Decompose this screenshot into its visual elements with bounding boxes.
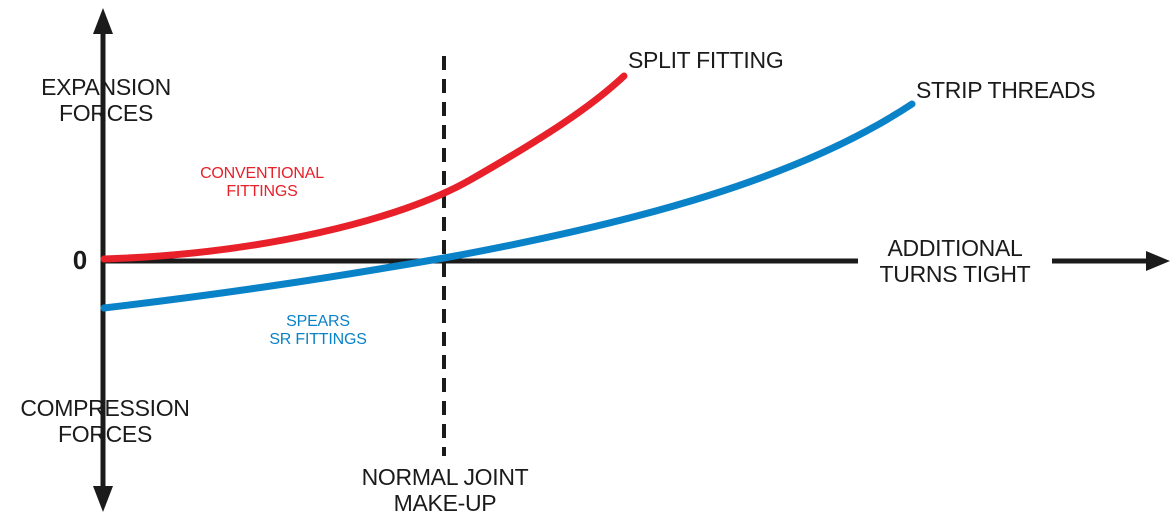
strip-threads-label: STRIP THREADS — [916, 77, 1096, 104]
horizontal-axis-right-arrow — [1146, 251, 1170, 271]
zero-label: 0 — [66, 245, 94, 275]
expansion-forces-label: EXPANSION FORCES — [26, 74, 186, 127]
vertical-axis-up-arrow — [93, 8, 113, 34]
normal-joint-line: NORMAL JOINT — [361, 464, 529, 490]
zero-text: 0 — [72, 245, 88, 275]
compression-forces-label: COMPRESSION FORCES — [0, 395, 210, 448]
expansion-line: EXPANSION — [41, 74, 171, 100]
additional-turns-tight-label: ADDITIONAL TURNS TIGHT — [858, 235, 1052, 288]
make-up-line: MAKE-UP — [393, 489, 497, 516]
spears-sr-fittings-label: SPEARS SR FITTINGS — [248, 313, 388, 349]
strip-threads-text: STRIP THREADS — [916, 77, 1096, 103]
vertical-axis-down-arrow — [93, 486, 113, 512]
fittings-line: FITTINGS — [226, 182, 298, 200]
additional-line: ADDITIONAL — [887, 235, 1023, 261]
normal-joint-make-up-label: NORMAL JOINT MAKE-UP — [330, 464, 560, 517]
spears-sr-fittings-curve — [100, 100, 916, 312]
spears-line: SPEARS — [286, 313, 350, 330]
split-fitting-text: SPLIT FITTING — [628, 47, 784, 73]
forces-line: FORCES — [57, 420, 153, 447]
conventional-fittings-curve — [100, 72, 628, 263]
conventional-fittings-label: CONVENTIONAL FITTINGS — [172, 165, 352, 201]
sr-fittings-line: SR FITTINGS — [269, 330, 367, 348]
conventional-line: CONVENTIONAL — [200, 165, 324, 182]
compression-line: COMPRESSION — [20, 395, 190, 421]
turns-tight-line: TURNS TIGHT — [879, 260, 1031, 287]
forces-line: FORCES — [58, 99, 154, 126]
split-fitting-label: SPLIT FITTING — [628, 47, 784, 74]
